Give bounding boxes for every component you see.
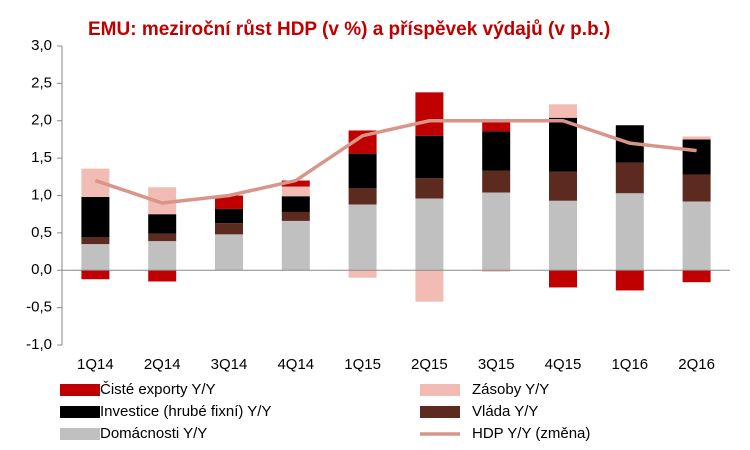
bar-segment [482, 270, 511, 272]
bar-segment [281, 196, 310, 212]
x-tick-label: 1Q14 [77, 356, 114, 373]
bar-segment [415, 92, 444, 136]
bar-segment [682, 136, 711, 140]
bar-segment [348, 204, 377, 271]
bar-segment [682, 174, 711, 202]
bar-segment [482, 131, 511, 171]
y-tick-label: 0,0 [31, 261, 52, 278]
bar-segment [682, 270, 711, 283]
y-tick-label: -1,0 [26, 336, 52, 353]
legend-label: Domácnosti Y/Y [100, 425, 207, 442]
y-tick-label: 0,5 [31, 224, 52, 241]
bar-segment [549, 200, 577, 271]
bar-segment [348, 270, 377, 278]
legend-swatch [60, 384, 100, 396]
x-tick-label: 3Q15 [478, 356, 515, 373]
legend-label: Zásoby Y/Y [472, 381, 549, 398]
legend-label: Čisté exporty Y/Y [100, 381, 216, 398]
bar-segment [549, 171, 577, 201]
bar-segment [281, 211, 310, 221]
bar-segment [615, 270, 644, 291]
bar-segment [615, 162, 644, 194]
y-tick-label: 2,0 [31, 112, 52, 129]
bar-segment [682, 139, 711, 175]
y-tick-label: 3,0 [31, 37, 52, 54]
x-tick-label: 2Q14 [144, 356, 181, 373]
bar-segment [148, 241, 177, 271]
bar-segment [615, 193, 644, 271]
bar-segment [549, 117, 577, 172]
bar-segment [415, 198, 444, 271]
legend-swatch [60, 406, 100, 418]
x-tick-label: 4Q15 [545, 356, 582, 373]
bar-segment [148, 214, 177, 234]
bar-segment [682, 201, 711, 271]
bar-segment [482, 192, 511, 271]
bar-segment [348, 188, 377, 205]
bar-segment [415, 178, 444, 199]
bar-segment [415, 135, 444, 179]
bar-segment [215, 223, 243, 235]
legend-label: HDP Y/Y (změna) [472, 425, 590, 442]
legend-swatch [60, 428, 100, 440]
bar-segment [549, 270, 577, 288]
legend-swatch [420, 384, 460, 396]
y-tick-label: 1,5 [31, 149, 52, 166]
legend-label: Vláda Y/Y [472, 403, 538, 420]
x-tick-label: 1Q15 [344, 356, 381, 373]
x-tick-label: 3Q14 [211, 356, 248, 373]
y-tick-label: 1,0 [31, 186, 52, 203]
bar-segment [215, 208, 243, 224]
bar-segment [482, 120, 511, 132]
bar-segment [81, 270, 110, 280]
bar-segment [148, 233, 177, 242]
x-tick-label: 2Q15 [411, 356, 448, 373]
bar-segment [415, 270, 444, 302]
bar-segment [281, 220, 310, 271]
bar-segment [81, 237, 110, 245]
bar-segment [348, 153, 377, 189]
bar-segment [348, 130, 377, 154]
bar-segment [81, 244, 110, 271]
bar-segment [81, 196, 110, 238]
legend-label: Investice (hrubé fixní) Y/Y [100, 403, 271, 420]
bar-segment [549, 104, 577, 118]
bar-segment [215, 234, 243, 271]
bar-segment [148, 270, 177, 282]
bar-segment [281, 180, 310, 187]
bar-segment [215, 195, 243, 209]
legend-swatch [420, 406, 460, 418]
chart-title: EMU: meziroční růst HDP (v %) a příspěve… [88, 19, 610, 40]
y-tick-label: -0,5 [26, 299, 52, 316]
x-tick-label: 4Q14 [277, 356, 314, 373]
bar-segment [482, 170, 511, 193]
x-tick-label: 2Q16 [678, 356, 715, 373]
line-series [94, 119, 697, 205]
y-tick-label: 2,5 [31, 74, 52, 91]
bar-segment [281, 186, 310, 197]
x-tick-label: 1Q16 [611, 356, 648, 373]
